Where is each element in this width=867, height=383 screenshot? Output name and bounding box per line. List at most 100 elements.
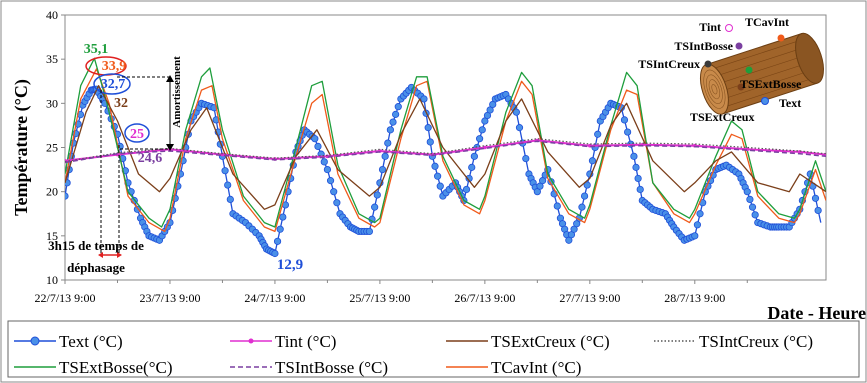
- data-point: [583, 181, 591, 189]
- data-point: [512, 108, 520, 116]
- series-0: [65, 83, 822, 258]
- x-tick-label: 25/7/13 9:00: [349, 291, 410, 305]
- data-point: [371, 203, 379, 211]
- data-point: [323, 165, 332, 174]
- data-point: [311, 135, 319, 143]
- data-point: [330, 188, 338, 196]
- data-point: [365, 227, 373, 236]
- y-tick-label: 10: [46, 273, 58, 287]
- x-tick-label: 26/7/13 9:00: [454, 291, 515, 305]
- sensor-dot: [737, 83, 745, 91]
- x-tick-label: 28/7/13 9:00: [664, 291, 725, 305]
- legend-box: [7, 320, 860, 378]
- data-point: [620, 116, 629, 124]
- y-tick-label: 40: [46, 8, 58, 22]
- arrow-head: [117, 252, 122, 258]
- legend-label: TSExtCreux (°C): [491, 332, 610, 351]
- annotation-layer: 35,1 33,9 32,7 32 25 24,6 12,9 Amortissement 3h1…: [48, 42, 303, 275]
- inset-label: Text: [779, 96, 801, 110]
- data-point: [326, 177, 335, 185]
- series-line: [65, 140, 826, 164]
- log-grain: [710, 39, 802, 70]
- data-point: [127, 188, 135, 196]
- highlight-ellipse: [124, 123, 150, 143]
- x-tick-label: 22/7/13 9:00: [34, 291, 95, 305]
- series-line: [65, 68, 826, 233]
- data-point: [373, 191, 381, 199]
- series-line: [65, 57, 826, 228]
- annotation-value: 32: [114, 96, 128, 111]
- inset-label: TCavInt: [745, 15, 789, 29]
- sensor-dot: [777, 34, 785, 42]
- annotation-value: 12,9: [277, 257, 303, 273]
- data-point: [691, 232, 699, 240]
- log-ring: [711, 84, 718, 95]
- arrow-head: [166, 144, 174, 151]
- series-3: [65, 138, 826, 163]
- sensor-dot: [704, 60, 712, 68]
- legend-item: TSIntCreux (°C): [654, 332, 813, 351]
- data-point: [580, 192, 589, 200]
- log-ring: [706, 74, 723, 104]
- data-point: [434, 172, 442, 180]
- annotation-value: 35,1: [84, 42, 109, 57]
- highlight-ellipse: [93, 73, 131, 95]
- legend-label: TSIntCreux (°C): [699, 332, 813, 351]
- arrow-head: [98, 252, 103, 258]
- log-end-back: [795, 32, 824, 84]
- inset-label: Tint: [699, 20, 721, 34]
- series-line: [65, 85, 826, 210]
- sensor-dot: [735, 42, 743, 50]
- legend-marker: [248, 338, 254, 344]
- x-tick-label: 27/7/13 9:00: [559, 291, 620, 305]
- annotation-value: 32,7: [101, 77, 126, 92]
- log-ring: [708, 79, 721, 100]
- data-point: [693, 221, 702, 229]
- legend-label: TSIntBosse (°C): [275, 358, 388, 377]
- sensor-dot: [745, 66, 753, 74]
- data-point: [632, 163, 640, 171]
- data-point: [634, 174, 642, 183]
- data-point: [424, 124, 432, 132]
- data-point: [271, 249, 279, 258]
- log-grain: [723, 77, 814, 108]
- data-point: [468, 163, 476, 171]
- legend-item: TSExtBosse(°C): [14, 358, 173, 377]
- data-point: [696, 210, 704, 218]
- data-point: [746, 195, 754, 203]
- data-point: [333, 199, 341, 207]
- data-point: [431, 162, 439, 170]
- series-line: [65, 138, 826, 163]
- data-point: [426, 138, 434, 146]
- data-point: [594, 130, 602, 138]
- annotation-value: 33,9: [102, 59, 127, 74]
- data-point: [436, 182, 444, 190]
- log-grain: [720, 70, 812, 101]
- dephasage-label-2: déphasage: [67, 260, 125, 275]
- data-point: [743, 188, 751, 196]
- data-point: [381, 152, 389, 160]
- data-point: [515, 124, 524, 132]
- log-grain: [713, 47, 805, 78]
- inset-label: TSExtBosse: [740, 77, 802, 91]
- data-point: [65, 179, 71, 187]
- data-point: [279, 213, 287, 221]
- data-point: [386, 126, 394, 134]
- data-point: [320, 158, 328, 166]
- data-point: [522, 154, 530, 163]
- data-point: [384, 139, 392, 147]
- data-point: [273, 237, 282, 245]
- data-point: [378, 165, 387, 174]
- data-point: [314, 142, 322, 150]
- data-point: [811, 194, 820, 202]
- series-4: [65, 57, 826, 228]
- wood-log-inset: Tint TCavInt TSIntBosse TSIntCreux TSExtBoss…: [638, 15, 824, 124]
- data-point: [462, 185, 471, 194]
- legend-item: TSIntBosse (°C): [230, 358, 388, 377]
- x-tick-label: 23/7/13 9:00: [139, 291, 200, 305]
- dephasage-label-1: 3h15 de temps de: [48, 238, 144, 253]
- y-tick-label: 25: [46, 141, 58, 155]
- y-tick-label: 35: [46, 52, 58, 66]
- legend-marker: [30, 336, 40, 346]
